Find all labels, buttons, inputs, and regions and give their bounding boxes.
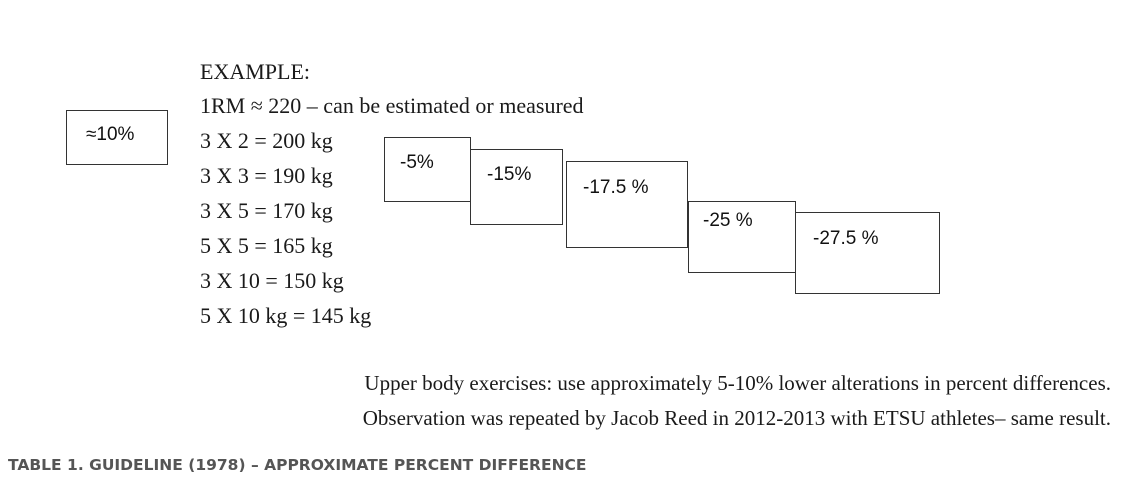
example-line: 3 X 10 = 150 kg: [200, 268, 344, 293]
example-line: 3 X 3 = 190 kg: [200, 163, 333, 188]
percent-label: -25 %: [703, 210, 753, 231]
percent-box-approx-10: ≈10%: [66, 110, 168, 165]
note-observation: Observation was repeated by Jacob Reed i…: [362, 406, 1111, 430]
percent-label: ≈10%: [86, 124, 135, 145]
table-caption: TABLE 1. GUIDELINE (1978) – APPROXIMATE …: [8, 456, 587, 474]
percent-box-27-5: -27.5 %: [795, 212, 940, 294]
percent-box-17-5: -17.5 %: [566, 161, 688, 248]
percent-box-15: -15%: [470, 149, 563, 225]
percent-label: -5%: [400, 152, 434, 173]
percent-box-25: -25 %: [688, 201, 796, 273]
percent-label: -27.5 %: [813, 228, 879, 249]
example-heading: EXAMPLE:: [200, 59, 310, 84]
percent-label: -15%: [487, 164, 532, 185]
note-upper-body: Upper body exercises: use approximately …: [364, 371, 1111, 395]
example-line: 3 X 2 = 200 kg: [200, 128, 333, 153]
example-line: 1RM ≈ 220 – can be estimated or measured: [200, 93, 584, 118]
example-line: 3 X 5 = 170 kg: [200, 198, 333, 223]
percent-box-5: -5%: [384, 137, 471, 202]
percent-label: -17.5 %: [583, 177, 649, 198]
example-line: 5 X 5 = 165 kg: [200, 233, 333, 258]
example-line: 5 X 10 kg = 145 kg: [200, 303, 372, 328]
